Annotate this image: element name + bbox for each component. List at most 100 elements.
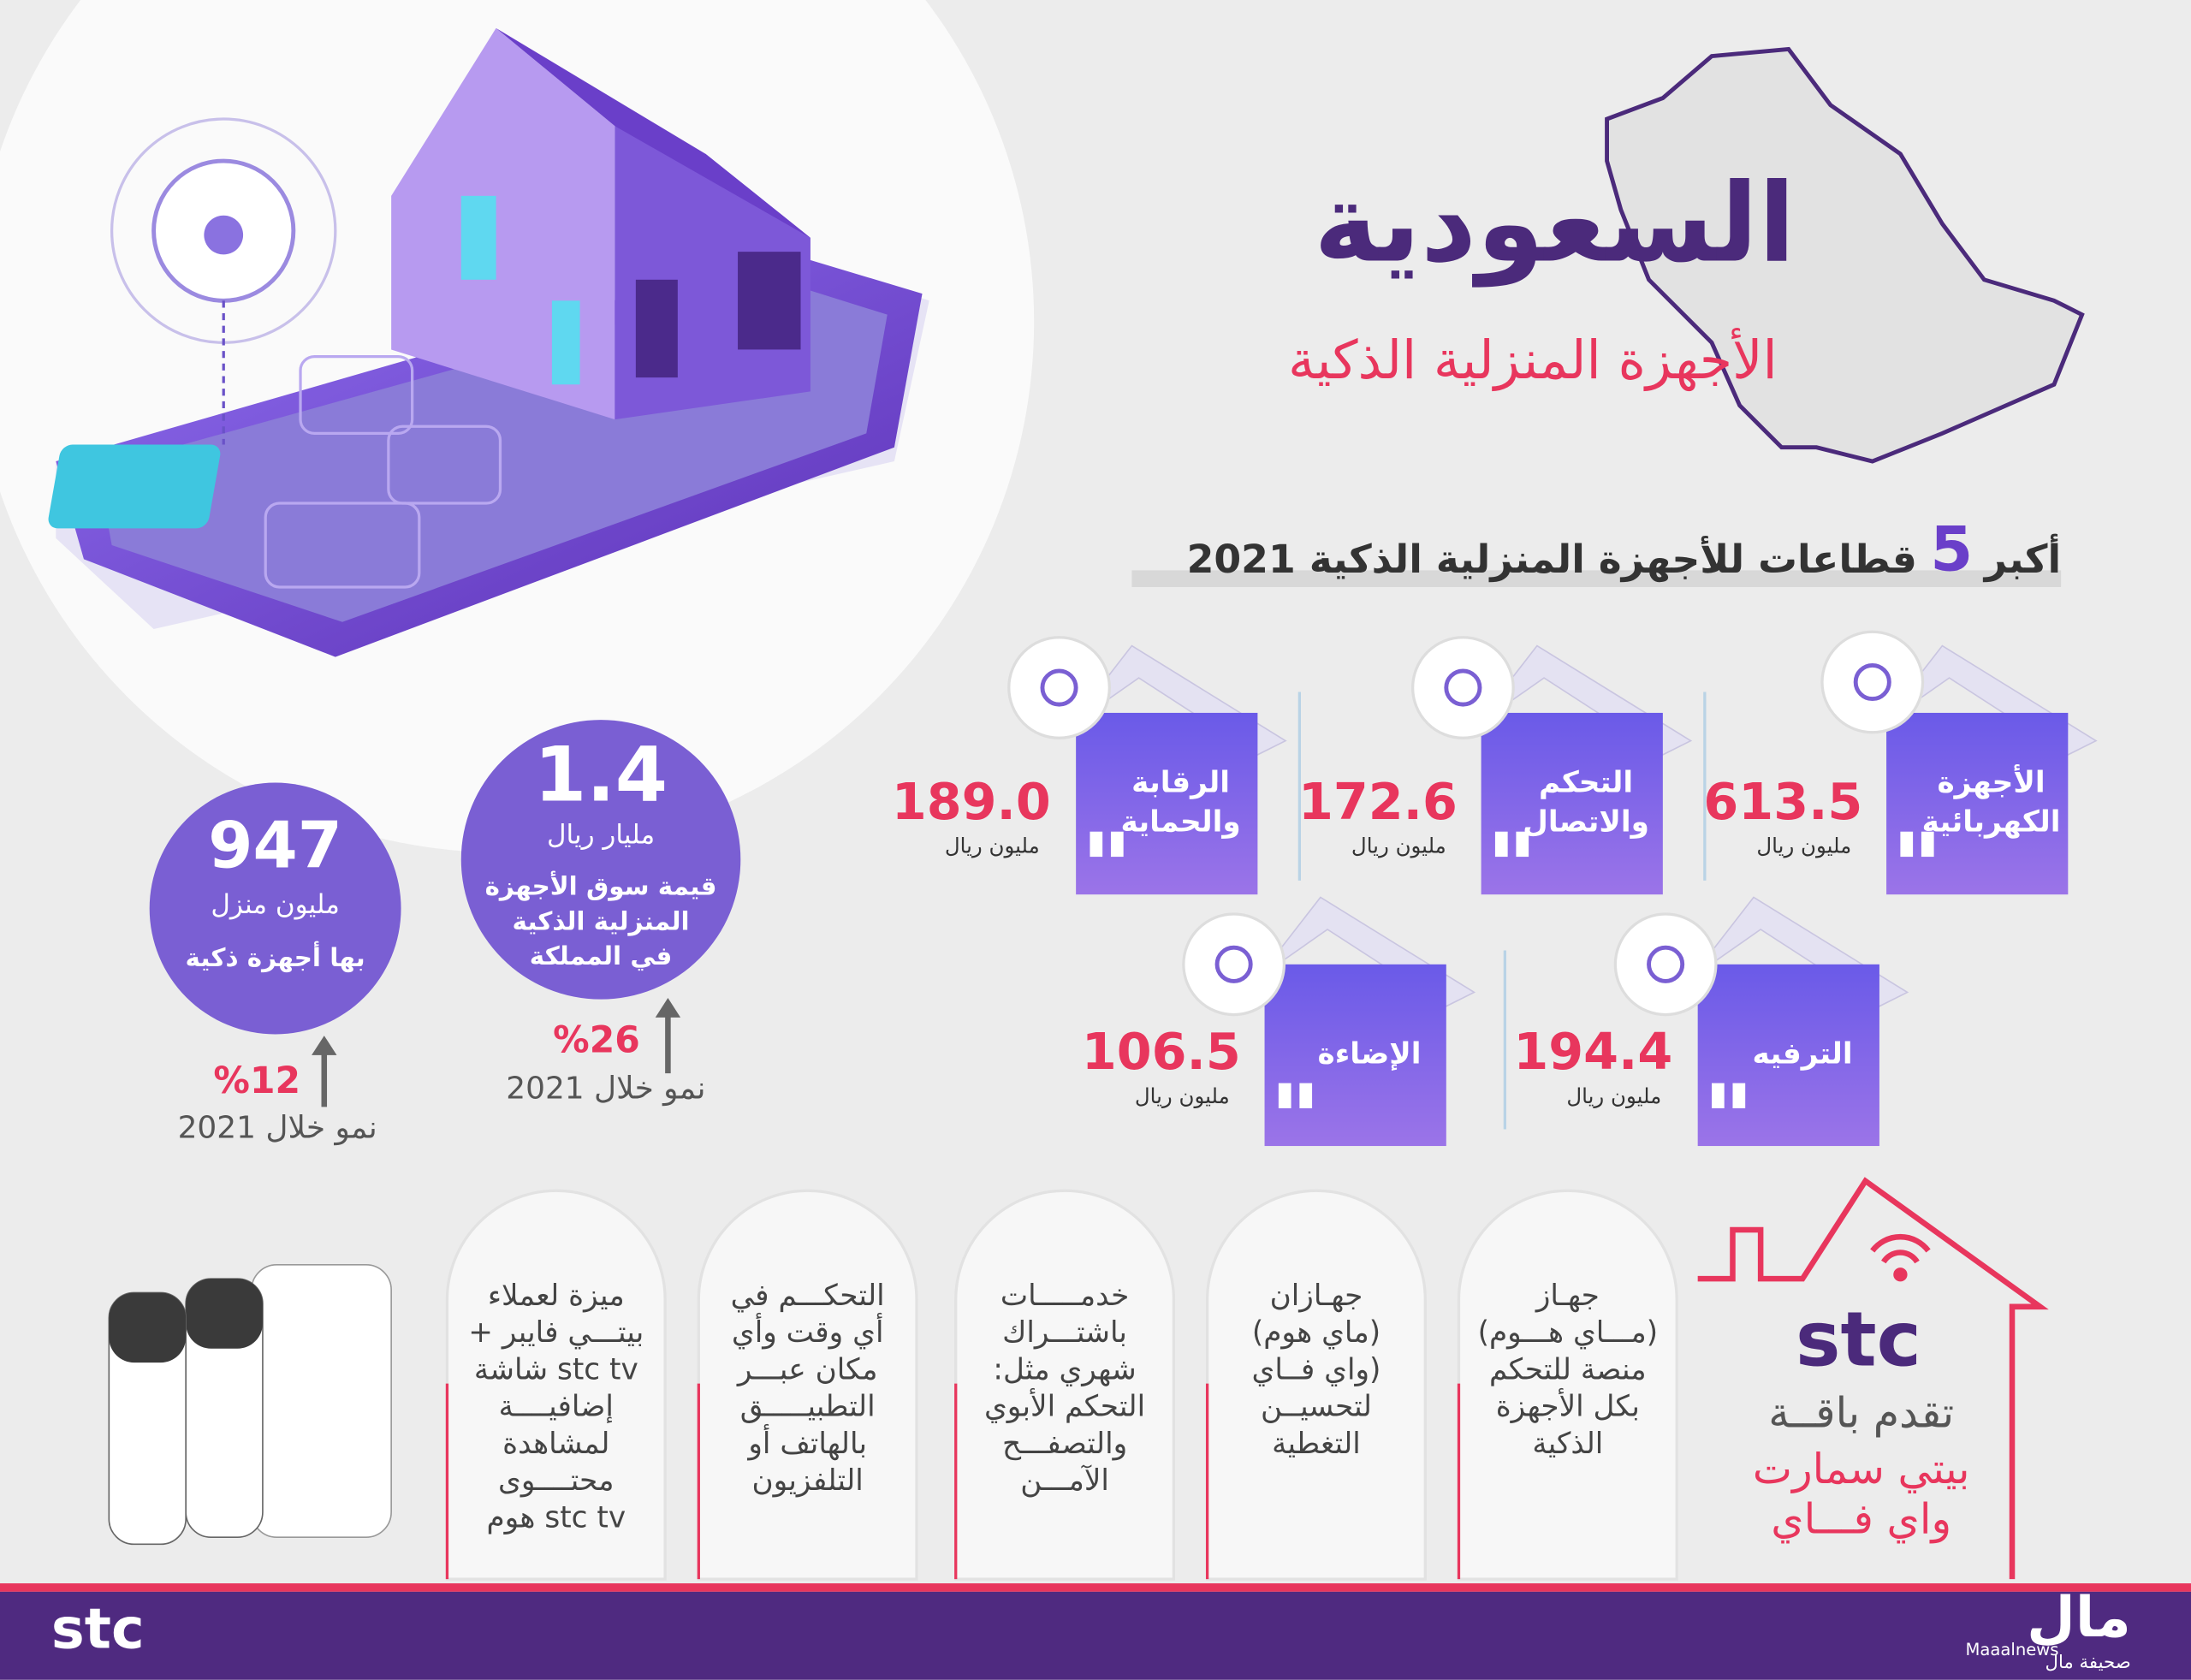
saudi-map bbox=[1605, 46, 2085, 464]
house-window bbox=[1900, 831, 1914, 858]
house-window bbox=[1494, 831, 1508, 858]
sector-unit: مليون ريال bbox=[945, 834, 1040, 858]
sector-icon bbox=[1410, 636, 1515, 739]
stat-label: بها أجهزة ذكية bbox=[186, 941, 365, 972]
house-window bbox=[1090, 831, 1103, 858]
feature-text: stc tv هوم bbox=[486, 1500, 626, 1535]
offer-highlight: واي فـــاي bbox=[1771, 1495, 1951, 1544]
sector-icon-glyph bbox=[1214, 945, 1253, 983]
sector-name: التحكم bbox=[1539, 766, 1633, 800]
sector-name: الإضاءة bbox=[1318, 1036, 1422, 1071]
sector-value: 106.5 bbox=[1082, 1022, 1241, 1081]
sector-unit: مليون ريال bbox=[1351, 834, 1446, 858]
sector-unit: مليون ريال bbox=[1756, 834, 1851, 858]
growth-label: نمو خلال 2021 bbox=[178, 1110, 377, 1145]
offer-brand: stc bbox=[1796, 1295, 1921, 1383]
feature-text: أي وقت وأي bbox=[732, 1313, 884, 1350]
feature-text: لتحسيــن bbox=[1261, 1390, 1372, 1424]
feature-text: الآمـــن bbox=[1020, 1463, 1109, 1498]
sector-name: الكهربائية bbox=[1922, 804, 2061, 839]
offer-highlight: بيتي سمارت bbox=[1753, 1445, 1970, 1493]
house-window bbox=[1712, 1083, 1725, 1108]
house-window bbox=[1516, 831, 1529, 858]
sector-icon bbox=[1613, 912, 1718, 1017]
offer-line: تقدم باقــة bbox=[1768, 1389, 1954, 1438]
house-body bbox=[1886, 712, 2069, 895]
stat-label: المنزلية الذكية bbox=[513, 906, 690, 935]
feature-panel bbox=[1457, 1189, 1678, 1581]
house-window bbox=[1732, 1083, 1746, 1108]
sector-value: 194.4 bbox=[1513, 1022, 1672, 1081]
feature-text: (ماي هوم) bbox=[1252, 1315, 1381, 1350]
footer-band bbox=[0, 1591, 2191, 1680]
sector-name: والحماية bbox=[1121, 804, 1241, 839]
feature-text: إضافيــــة bbox=[499, 1390, 614, 1424]
feature-text: التطبيـــــق bbox=[740, 1390, 876, 1424]
heading-after: قطاعات للأجهزة المنزلية الذكية 2021 bbox=[1187, 535, 1917, 582]
feature-text: لمشاهدة bbox=[502, 1427, 609, 1461]
sector-icon-glyph bbox=[1040, 668, 1078, 707]
offer-house-outline bbox=[1697, 1177, 2049, 1580]
feature-text: بكل الأجهزة bbox=[1496, 1388, 1640, 1424]
feature-text: التغطية bbox=[1272, 1427, 1361, 1461]
feature-text: (واي فــاي bbox=[1252, 1352, 1381, 1386]
feature-text: باشتـــراك bbox=[1002, 1315, 1127, 1350]
feature-text: التلفزيون bbox=[752, 1463, 864, 1498]
feature-panel bbox=[697, 1189, 918, 1581]
feature-text: جهـازان bbox=[1270, 1279, 1363, 1313]
stat-unit: مليار ريال bbox=[547, 820, 655, 851]
stat-circle bbox=[149, 782, 401, 1035]
phone-illustration bbox=[48, 27, 929, 657]
house-window bbox=[1278, 1083, 1291, 1108]
feature-text: بالهاتف أو bbox=[746, 1424, 867, 1461]
footer-logo: مال bbox=[2027, 1585, 2131, 1650]
sector-name: الترفيه bbox=[1753, 1036, 1853, 1071]
feature-panel bbox=[445, 1189, 667, 1581]
wifi-icon bbox=[1870, 1233, 1931, 1282]
feature-text: التحكـــم في bbox=[731, 1279, 885, 1313]
stat-label: قيمة سوق الأجهزة bbox=[485, 871, 717, 901]
house-body bbox=[1076, 712, 1258, 895]
feature-text: التحكم الأبوي bbox=[984, 1388, 1145, 1424]
house-body bbox=[1697, 964, 1879, 1147]
stat-value: 1.4 bbox=[534, 731, 668, 819]
stat-label: في المملكة bbox=[530, 941, 673, 971]
sector-icon-glyph bbox=[1853, 662, 1891, 702]
feature-text: جهـاز bbox=[1535, 1279, 1600, 1313]
house-window bbox=[1921, 831, 1934, 858]
footer-brand: stc bbox=[51, 1596, 145, 1661]
sector-icon bbox=[1820, 630, 1925, 734]
heading-number: 5 bbox=[1930, 513, 1973, 585]
house-body bbox=[1481, 712, 1663, 895]
feature-panel bbox=[954, 1189, 1176, 1581]
sector-icon bbox=[1007, 636, 1111, 739]
feature-text: خدمـــــات bbox=[1000, 1279, 1129, 1313]
feature-text: ميزة لعملاء bbox=[488, 1279, 625, 1313]
heading-underline bbox=[1131, 570, 2062, 587]
feature-text: منصة للتحكم bbox=[1489, 1352, 1647, 1386]
separators bbox=[1297, 692, 1707, 1130]
feature-text: stc tv شاشة bbox=[474, 1352, 638, 1386]
feature-text: (مـــاي هـــوم) bbox=[1478, 1315, 1658, 1350]
sector-unit: مليون ريال bbox=[1566, 1083, 1661, 1108]
sector-name: الأجهزة bbox=[1937, 764, 2045, 800]
growth-value: %12 bbox=[213, 1060, 300, 1102]
feature-text: شهري مثل: bbox=[993, 1352, 1136, 1386]
heading-before: أكبر bbox=[1983, 534, 2061, 582]
sector-value: 613.5 bbox=[1703, 772, 1862, 831]
house-body bbox=[1264, 964, 1446, 1147]
sector-unit: مليون ريال bbox=[1135, 1083, 1230, 1108]
growth-arrowhead bbox=[312, 1036, 337, 1055]
stat-unit: مليون منزل bbox=[211, 889, 340, 920]
sector-value: 172.6 bbox=[1298, 772, 1458, 831]
growth-value: %26 bbox=[553, 1020, 640, 1062]
footer-logo-sub: صحيفة مال bbox=[2046, 1652, 2131, 1673]
sector-name: والاتصال bbox=[1523, 804, 1649, 839]
feature-text: الذكية bbox=[1532, 1427, 1603, 1461]
sector-icon-glyph bbox=[1647, 945, 1685, 983]
title: السعودية bbox=[1314, 160, 1796, 287]
feature-text: محتــــوى bbox=[498, 1463, 615, 1498]
stat-circle bbox=[460, 720, 741, 1000]
